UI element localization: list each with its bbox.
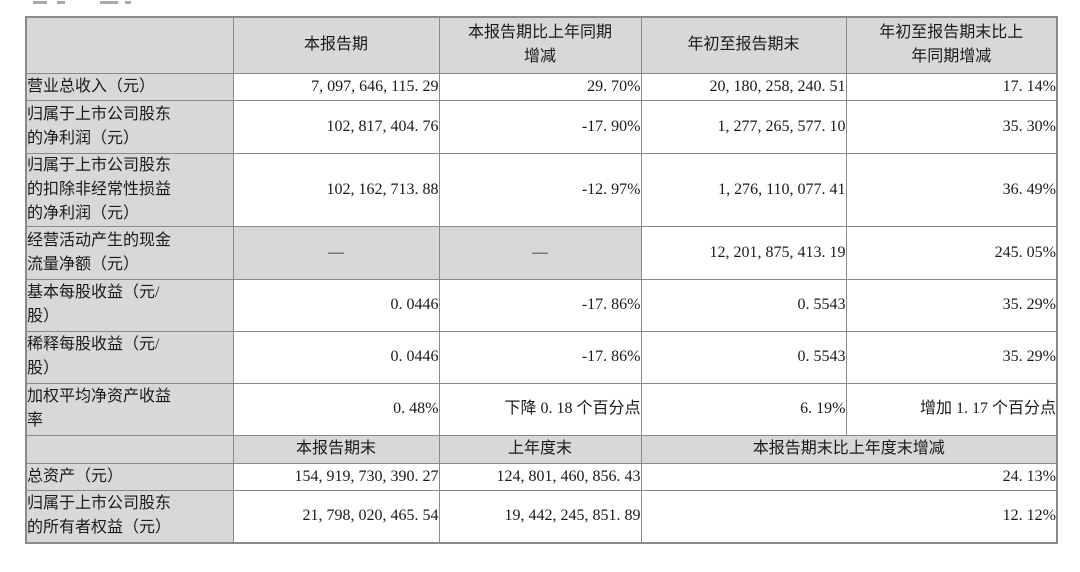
value-cell: 0. 0446: [232, 330, 440, 384]
row-label-cell: 归属于上市公司股东 的扣除非经常性损益 的净利润（元）: [25, 152, 234, 227]
value-cell: -17. 86%: [438, 278, 642, 332]
column-header-period-end-vs-prior-year-end: 本报告期末比上年度末增减: [640, 434, 1058, 464]
clipped-text-mark: [57, 1, 65, 4]
column-header-ytd-vs-prior-year: 年初至报告期末比上 年同期增减: [845, 16, 1058, 74]
value-cell: 36. 49%: [845, 152, 1058, 227]
value-cell: 35. 29%: [845, 278, 1058, 332]
value-cell: 0. 48%: [232, 382, 440, 436]
row-label-cell: 营业总收入（元）: [25, 72, 234, 101]
value-cell: -17. 90%: [438, 99, 642, 154]
row-label-cell: 归属于上市公司股东 的净利润（元）: [25, 99, 234, 154]
value-cell: 245. 05%: [845, 225, 1058, 280]
value-cell: 20, 180, 258, 240. 51: [640, 72, 847, 101]
table-row-diluted-eps: 稀释每股收益（元/ 股） 0. 0446 -17. 86% 0. 5543 35…: [25, 330, 1058, 384]
clipped-text-mark: [125, 1, 131, 4]
value-cell-change: 24. 13%: [640, 462, 1058, 491]
value-cell: 154, 919, 730, 390. 27: [232, 462, 440, 491]
value-cell-change-text: 增加 1. 17 个百分点: [845, 382, 1058, 436]
table-row-shareholders-equity: 归属于上市公司股东 的所有者权益（元） 21, 798, 020, 465. 5…: [25, 489, 1058, 544]
value-cell: 6. 19%: [640, 382, 847, 436]
value-cell-change-text: 下降 0. 18 个百分点: [438, 382, 642, 436]
table-row-basic-eps: 基本每股收益（元/ 股） 0. 0446 -17. 86% 0. 5543 35…: [25, 278, 1058, 332]
value-cell: 0. 0446: [232, 278, 440, 332]
clipped-text-mark: [33, 1, 47, 4]
column-header-current-period: 本报告期: [232, 16, 440, 74]
table-row-net-profit-excl-nonrecurring: 归属于上市公司股东 的扣除非经常性损益 的净利润（元） 102, 162, 71…: [25, 152, 1058, 227]
value-cell: 35. 30%: [845, 99, 1058, 154]
column-header-current-vs-prior-year: 本报告期比上年同期 增减: [438, 16, 642, 74]
table-row-net-profit: 归属于上市公司股东 的净利润（元） 102, 817, 404. 76 -17.…: [25, 99, 1058, 154]
value-cell-dash: —: [232, 225, 440, 280]
value-cell: 19, 442, 245, 851. 89: [438, 489, 642, 544]
header-corner-cell: [25, 16, 234, 74]
header-corner-cell: [25, 434, 234, 464]
value-cell: 21, 798, 020, 465. 54: [232, 489, 440, 544]
row-label-cell: 经营活动产生的现金 流量净额（元）: [25, 225, 234, 280]
table-header-row-period: 本报告期 本报告期比上年同期 增减 年初至报告期末 年初至报告期末比上 年同期增…: [25, 16, 1058, 74]
column-header-end-of-prior-year: 上年度末: [438, 434, 642, 464]
clipped-text-mark: [100, 1, 118, 4]
value-cell: 124, 801, 460, 856. 43: [438, 462, 642, 491]
value-cell: 7, 097, 646, 115. 29: [232, 72, 440, 101]
value-cell: -12. 97%: [438, 152, 642, 227]
financial-summary-table: 本报告期 本报告期比上年同期 增减 年初至报告期末 年初至报告期末比上 年同期增…: [25, 16, 1058, 544]
table-row-total-assets: 总资产（元） 154, 919, 730, 390. 27 124, 801, …: [25, 462, 1058, 491]
table-row-operating-cash-flow: 经营活动产生的现金 流量净额（元） — — 12, 201, 875, 413.…: [25, 225, 1058, 280]
value-cell: -17. 86%: [438, 330, 642, 384]
value-cell: 0. 5543: [640, 330, 847, 384]
value-cell: 17. 14%: [845, 72, 1058, 101]
row-label-cell: 基本每股收益（元/ 股）: [25, 278, 234, 332]
row-label-cell: 总资产（元）: [25, 462, 234, 491]
value-cell: 1, 276, 110, 077. 41: [640, 152, 847, 227]
value-cell: 35. 29%: [845, 330, 1058, 384]
table-header-row-balance: 本报告期末 上年度末 本报告期末比上年度末增减: [25, 434, 1058, 464]
table-row-total-revenue: 营业总收入（元） 7, 097, 646, 115. 29 29. 70% 20…: [25, 72, 1058, 101]
row-label-cell: 加权平均净资产收益 率: [25, 382, 234, 436]
row-label-cell: 稀释每股收益（元/ 股）: [25, 330, 234, 384]
value-cell: 102, 162, 713. 88: [232, 152, 440, 227]
value-cell: 12, 201, 875, 413. 19: [640, 225, 847, 280]
column-header-end-of-period: 本报告期末: [232, 434, 440, 464]
value-cell: 29. 70%: [438, 72, 642, 101]
value-cell: 102, 817, 404. 76: [232, 99, 440, 154]
value-cell-change: 12. 12%: [640, 489, 1058, 544]
table-row-weighted-avg-roe: 加权平均净资产收益 率 0. 48% 下降 0. 18 个百分点 6. 19% …: [25, 382, 1058, 436]
value-cell-dash: —: [438, 225, 642, 280]
row-label-cell: 归属于上市公司股东 的所有者权益（元）: [25, 489, 234, 544]
value-cell: 0. 5543: [640, 278, 847, 332]
column-header-ytd: 年初至报告期末: [640, 16, 847, 74]
value-cell: 1, 277, 265, 577. 10: [640, 99, 847, 154]
